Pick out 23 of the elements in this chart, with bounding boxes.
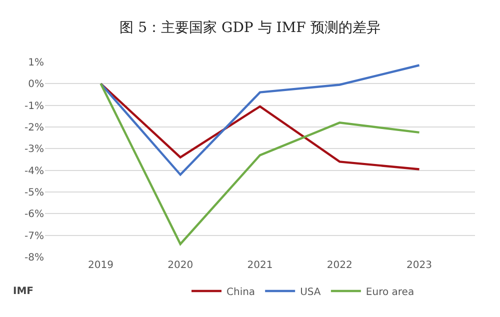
line-series (100, 82, 420, 246)
y-tick-label: 1% (28, 58, 44, 68)
legend-label: USA (300, 286, 321, 298)
y-tick-label: -7% (24, 230, 44, 242)
x-tick-label: 2019 (88, 260, 114, 271)
y-tick-label: -8% (24, 252, 44, 264)
y-tick-label: -5% (24, 188, 44, 198)
text: IMF (13, 286, 34, 297)
y-tick-label: -2% (24, 122, 44, 134)
x-tick-label: 2021 (247, 260, 273, 271)
x-tick-label: 2023 (406, 260, 432, 271)
x-tick-label: 2020 (168, 260, 194, 271)
legend-label: Euro area (366, 286, 414, 298)
line-series (100, 82, 420, 170)
y-tick-label: -4% (24, 166, 44, 177)
line-series (100, 64, 420, 176)
y-tick-label: -6% (24, 209, 44, 220)
y-tick-label: 0% (28, 79, 44, 90)
chart-title: 图 5：主要国家 GDP 与 IMF 预测的差异 (120, 20, 380, 36)
legend-label: China (226, 286, 256, 298)
y-tick-label: -1% (24, 100, 44, 112)
x-tick-label: 2022 (326, 260, 352, 271)
y-tick-label: -3% (24, 144, 44, 156)
